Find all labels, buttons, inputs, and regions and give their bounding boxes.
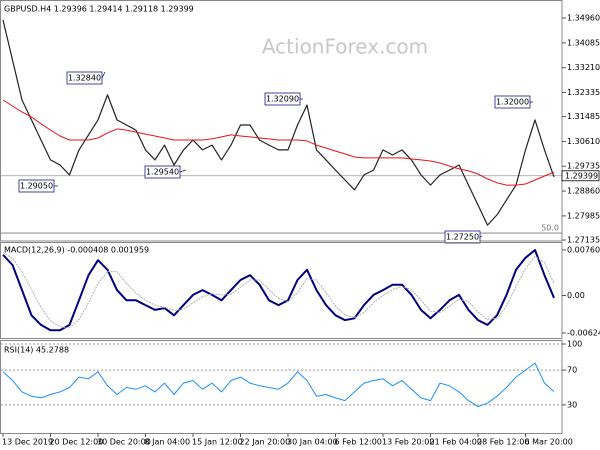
y-tick-label: 1.33210	[567, 63, 600, 72]
panel-frame	[0, 0, 563, 242]
x-tick-label: 21 Feb 04:00	[430, 438, 482, 447]
y-tick-label: 100	[567, 340, 582, 349]
annotation-connector	[179, 169, 187, 173]
x-tick-label: 6 Feb 12:00	[335, 438, 382, 447]
y-tick-label: 1.29735	[567, 162, 600, 171]
series-line	[2, 99, 555, 186]
annotation: 1.32000	[496, 98, 529, 107]
x-tick-label: 15 Jan 12:00	[192, 438, 243, 447]
annotation-connector	[101, 71, 106, 79]
series-line	[2, 251, 555, 329]
level-label: 50.0	[541, 224, 559, 233]
panel-title: MACD(12,26,9) -0.000408 0.001959	[4, 246, 149, 255]
annotation: 1.29540	[146, 168, 179, 177]
y-tick-label: 1.34085	[567, 38, 600, 47]
series-line	[2, 19, 555, 226]
annotation: 1.32840	[68, 74, 101, 83]
last-price-box	[561, 170, 600, 182]
annotation-box	[264, 92, 301, 106]
x-tick-label: 13 Feb 20:00	[382, 438, 434, 447]
x-tick-label: 6 Mar 20:00	[525, 438, 573, 447]
y-tick-label: 1.28860	[567, 187, 600, 196]
panel-frame	[0, 242, 563, 339]
x-tick-label: 30 Jan 04:00	[287, 438, 338, 447]
x-tick-label: 13 Dec 2019	[2, 438, 53, 447]
watermark: ActionForex.com	[262, 35, 428, 59]
y-tick-label: 1.32335	[567, 88, 600, 97]
annotation: 1.32090	[266, 95, 299, 104]
y-tick-label: 30	[567, 400, 577, 409]
y-tick-label: -0.006248	[567, 328, 600, 337]
annotation-box	[66, 71, 103, 85]
x-tick-label: 8 Jan 04:00	[145, 438, 191, 447]
annotation: 1.27250	[446, 233, 479, 242]
x-tick-label: 22 Jan 20:00	[240, 438, 291, 447]
last-price-label: 1.29399	[565, 171, 598, 180]
y-tick-label: 1.34960	[567, 14, 600, 23]
x-tick-label: 20 Dec 12:00	[50, 438, 104, 447]
x-tick-label: 28 Feb 12:00	[477, 438, 529, 447]
annotation: 1.29050	[20, 182, 53, 191]
annotation-box	[144, 165, 181, 179]
y-tick-label: 1.27135	[567, 236, 600, 245]
x-tick-label: 30 Dec 20:00	[97, 438, 151, 447]
panel-title: GBPUSD.H4 1.29396 1.29414 1.29118 1.2939…	[4, 5, 194, 14]
y-tick-label: 0.00	[567, 291, 585, 300]
panel-title: RSI(14) 45.2788	[4, 346, 69, 355]
annotation-box	[494, 95, 531, 109]
y-tick-label: 1.31485	[567, 112, 600, 121]
y-tick-label: 0.007606	[567, 245, 600, 254]
y-tick-label: 1.27985	[567, 211, 600, 220]
annotation-box	[18, 179, 55, 193]
panel-frame	[0, 340, 563, 434]
series-line	[2, 362, 555, 408]
y-tick-label: 1.30610	[567, 137, 600, 146]
y-tick-label: 70	[567, 366, 577, 375]
